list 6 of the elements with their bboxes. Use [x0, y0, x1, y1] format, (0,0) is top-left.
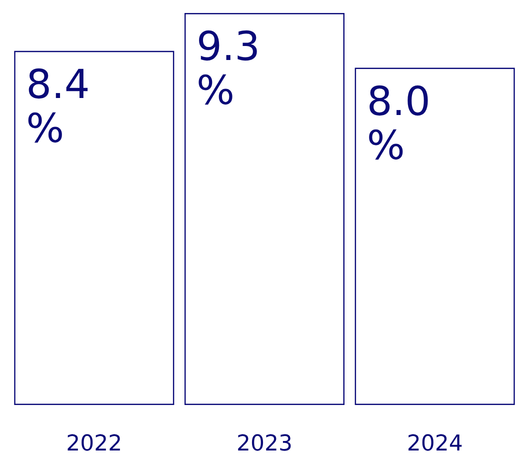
data-label: 9.3 %	[196, 24, 260, 114]
x-tick-label: 2023	[236, 432, 292, 455]
data-label: 8.0 %	[366, 78, 430, 169]
x-tick-label: 2024	[406, 432, 463, 455]
data-label: 8.4 %	[26, 62, 90, 152]
x-tick-label: 2022	[66, 432, 122, 455]
